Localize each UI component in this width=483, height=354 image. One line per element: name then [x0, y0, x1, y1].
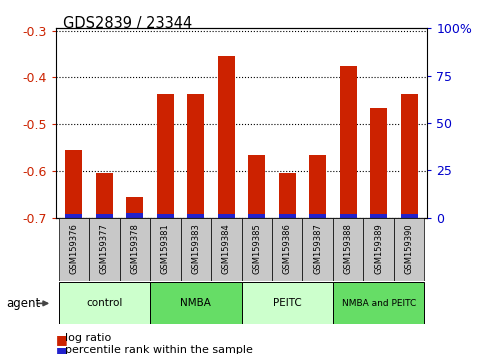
Bar	[272, 218, 302, 281]
Bar	[370, 214, 387, 218]
Text: GSM159376: GSM159376	[70, 223, 78, 274]
Bar	[242, 218, 272, 281]
Bar	[187, 94, 204, 218]
Bar	[401, 214, 417, 218]
Bar	[127, 213, 143, 218]
Text: NMBA and PEITC: NMBA and PEITC	[341, 298, 416, 308]
Bar	[66, 150, 82, 218]
Bar	[309, 214, 326, 218]
Text: log ratio: log ratio	[65, 333, 112, 343]
Bar	[279, 173, 296, 218]
Bar	[58, 282, 150, 324]
Bar	[340, 213, 356, 218]
Text: GSM159387: GSM159387	[313, 223, 322, 274]
Bar	[218, 56, 235, 218]
Bar	[150, 282, 242, 324]
Bar	[401, 94, 417, 218]
Bar	[279, 214, 296, 218]
Bar	[370, 108, 387, 218]
Text: control: control	[86, 298, 123, 308]
Text: percentile rank within the sample: percentile rank within the sample	[65, 345, 253, 354]
Text: NMBA: NMBA	[180, 298, 211, 308]
Bar	[96, 213, 113, 218]
Text: GSM159389: GSM159389	[374, 223, 383, 274]
Text: GSM159386: GSM159386	[283, 223, 292, 274]
Text: GSM159384: GSM159384	[222, 223, 231, 274]
Bar	[333, 282, 425, 324]
Bar	[150, 218, 181, 281]
Text: GSM159378: GSM159378	[130, 223, 139, 274]
Text: GSM159388: GSM159388	[344, 223, 353, 274]
Bar	[340, 66, 356, 218]
Bar	[58, 218, 89, 281]
Text: GSM159377: GSM159377	[100, 223, 109, 274]
Bar	[157, 94, 174, 218]
Text: PEITC: PEITC	[273, 298, 301, 308]
Text: ■: ■	[56, 333, 67, 346]
Text: GSM159383: GSM159383	[191, 223, 200, 274]
Text: ■: ■	[56, 345, 67, 354]
Bar	[157, 213, 174, 218]
Text: GSM159385: GSM159385	[252, 223, 261, 274]
Bar	[96, 173, 113, 218]
Bar	[394, 218, 425, 281]
Bar	[218, 214, 235, 218]
Bar	[211, 218, 242, 281]
Bar	[248, 213, 265, 218]
Bar	[242, 282, 333, 324]
Bar	[187, 214, 204, 218]
Text: agent: agent	[6, 297, 41, 310]
Bar	[309, 155, 326, 218]
Text: GDS2839 / 23344: GDS2839 / 23344	[63, 16, 192, 31]
Bar	[363, 218, 394, 281]
Bar	[248, 155, 265, 218]
Text: GSM159390: GSM159390	[405, 223, 413, 274]
Bar	[127, 197, 143, 218]
Bar	[181, 218, 211, 281]
Bar	[89, 218, 120, 281]
Bar	[302, 218, 333, 281]
Bar	[66, 214, 82, 218]
Text: GSM159381: GSM159381	[161, 223, 170, 274]
Bar	[333, 218, 363, 281]
Bar	[120, 218, 150, 281]
